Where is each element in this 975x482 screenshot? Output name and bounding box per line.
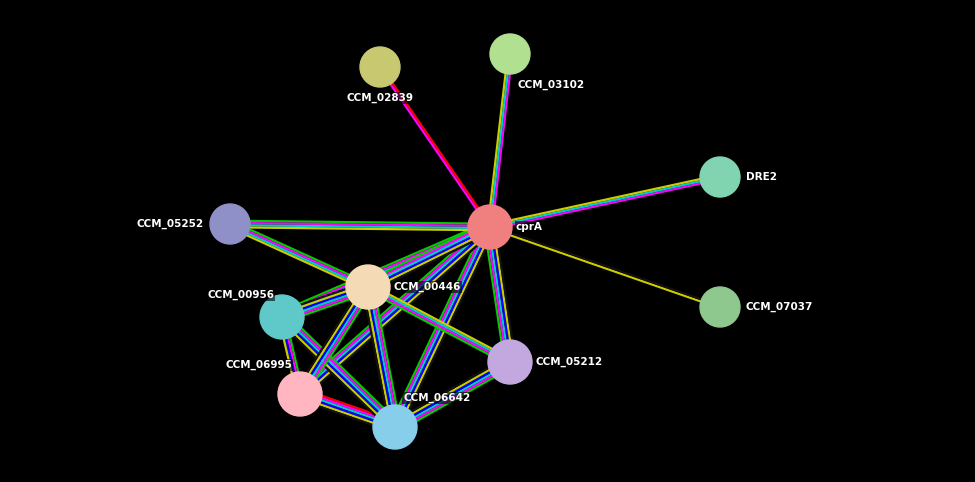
Circle shape: [346, 265, 390, 309]
Text: CCM_05212: CCM_05212: [536, 357, 604, 367]
Circle shape: [360, 47, 400, 87]
Text: CCM_02839: CCM_02839: [346, 93, 413, 103]
Circle shape: [210, 204, 250, 244]
Text: CCM_00446: CCM_00446: [394, 282, 461, 292]
Text: CCM_07037: CCM_07037: [746, 302, 813, 312]
Text: CCM_03102: CCM_03102: [518, 80, 585, 90]
Circle shape: [490, 34, 530, 74]
Text: cprA: cprA: [516, 222, 543, 232]
Text: CCM_06642: CCM_06642: [403, 393, 470, 403]
Circle shape: [700, 287, 740, 327]
Text: CCM_05252: CCM_05252: [136, 219, 204, 229]
Circle shape: [488, 340, 532, 384]
Text: CCM_06995: CCM_06995: [225, 360, 292, 370]
Circle shape: [468, 205, 512, 249]
Circle shape: [278, 372, 322, 416]
Circle shape: [260, 295, 304, 339]
Text: DRE2: DRE2: [746, 172, 777, 182]
Text: CCM_00956: CCM_00956: [207, 290, 274, 300]
Circle shape: [373, 405, 417, 449]
Circle shape: [700, 157, 740, 197]
